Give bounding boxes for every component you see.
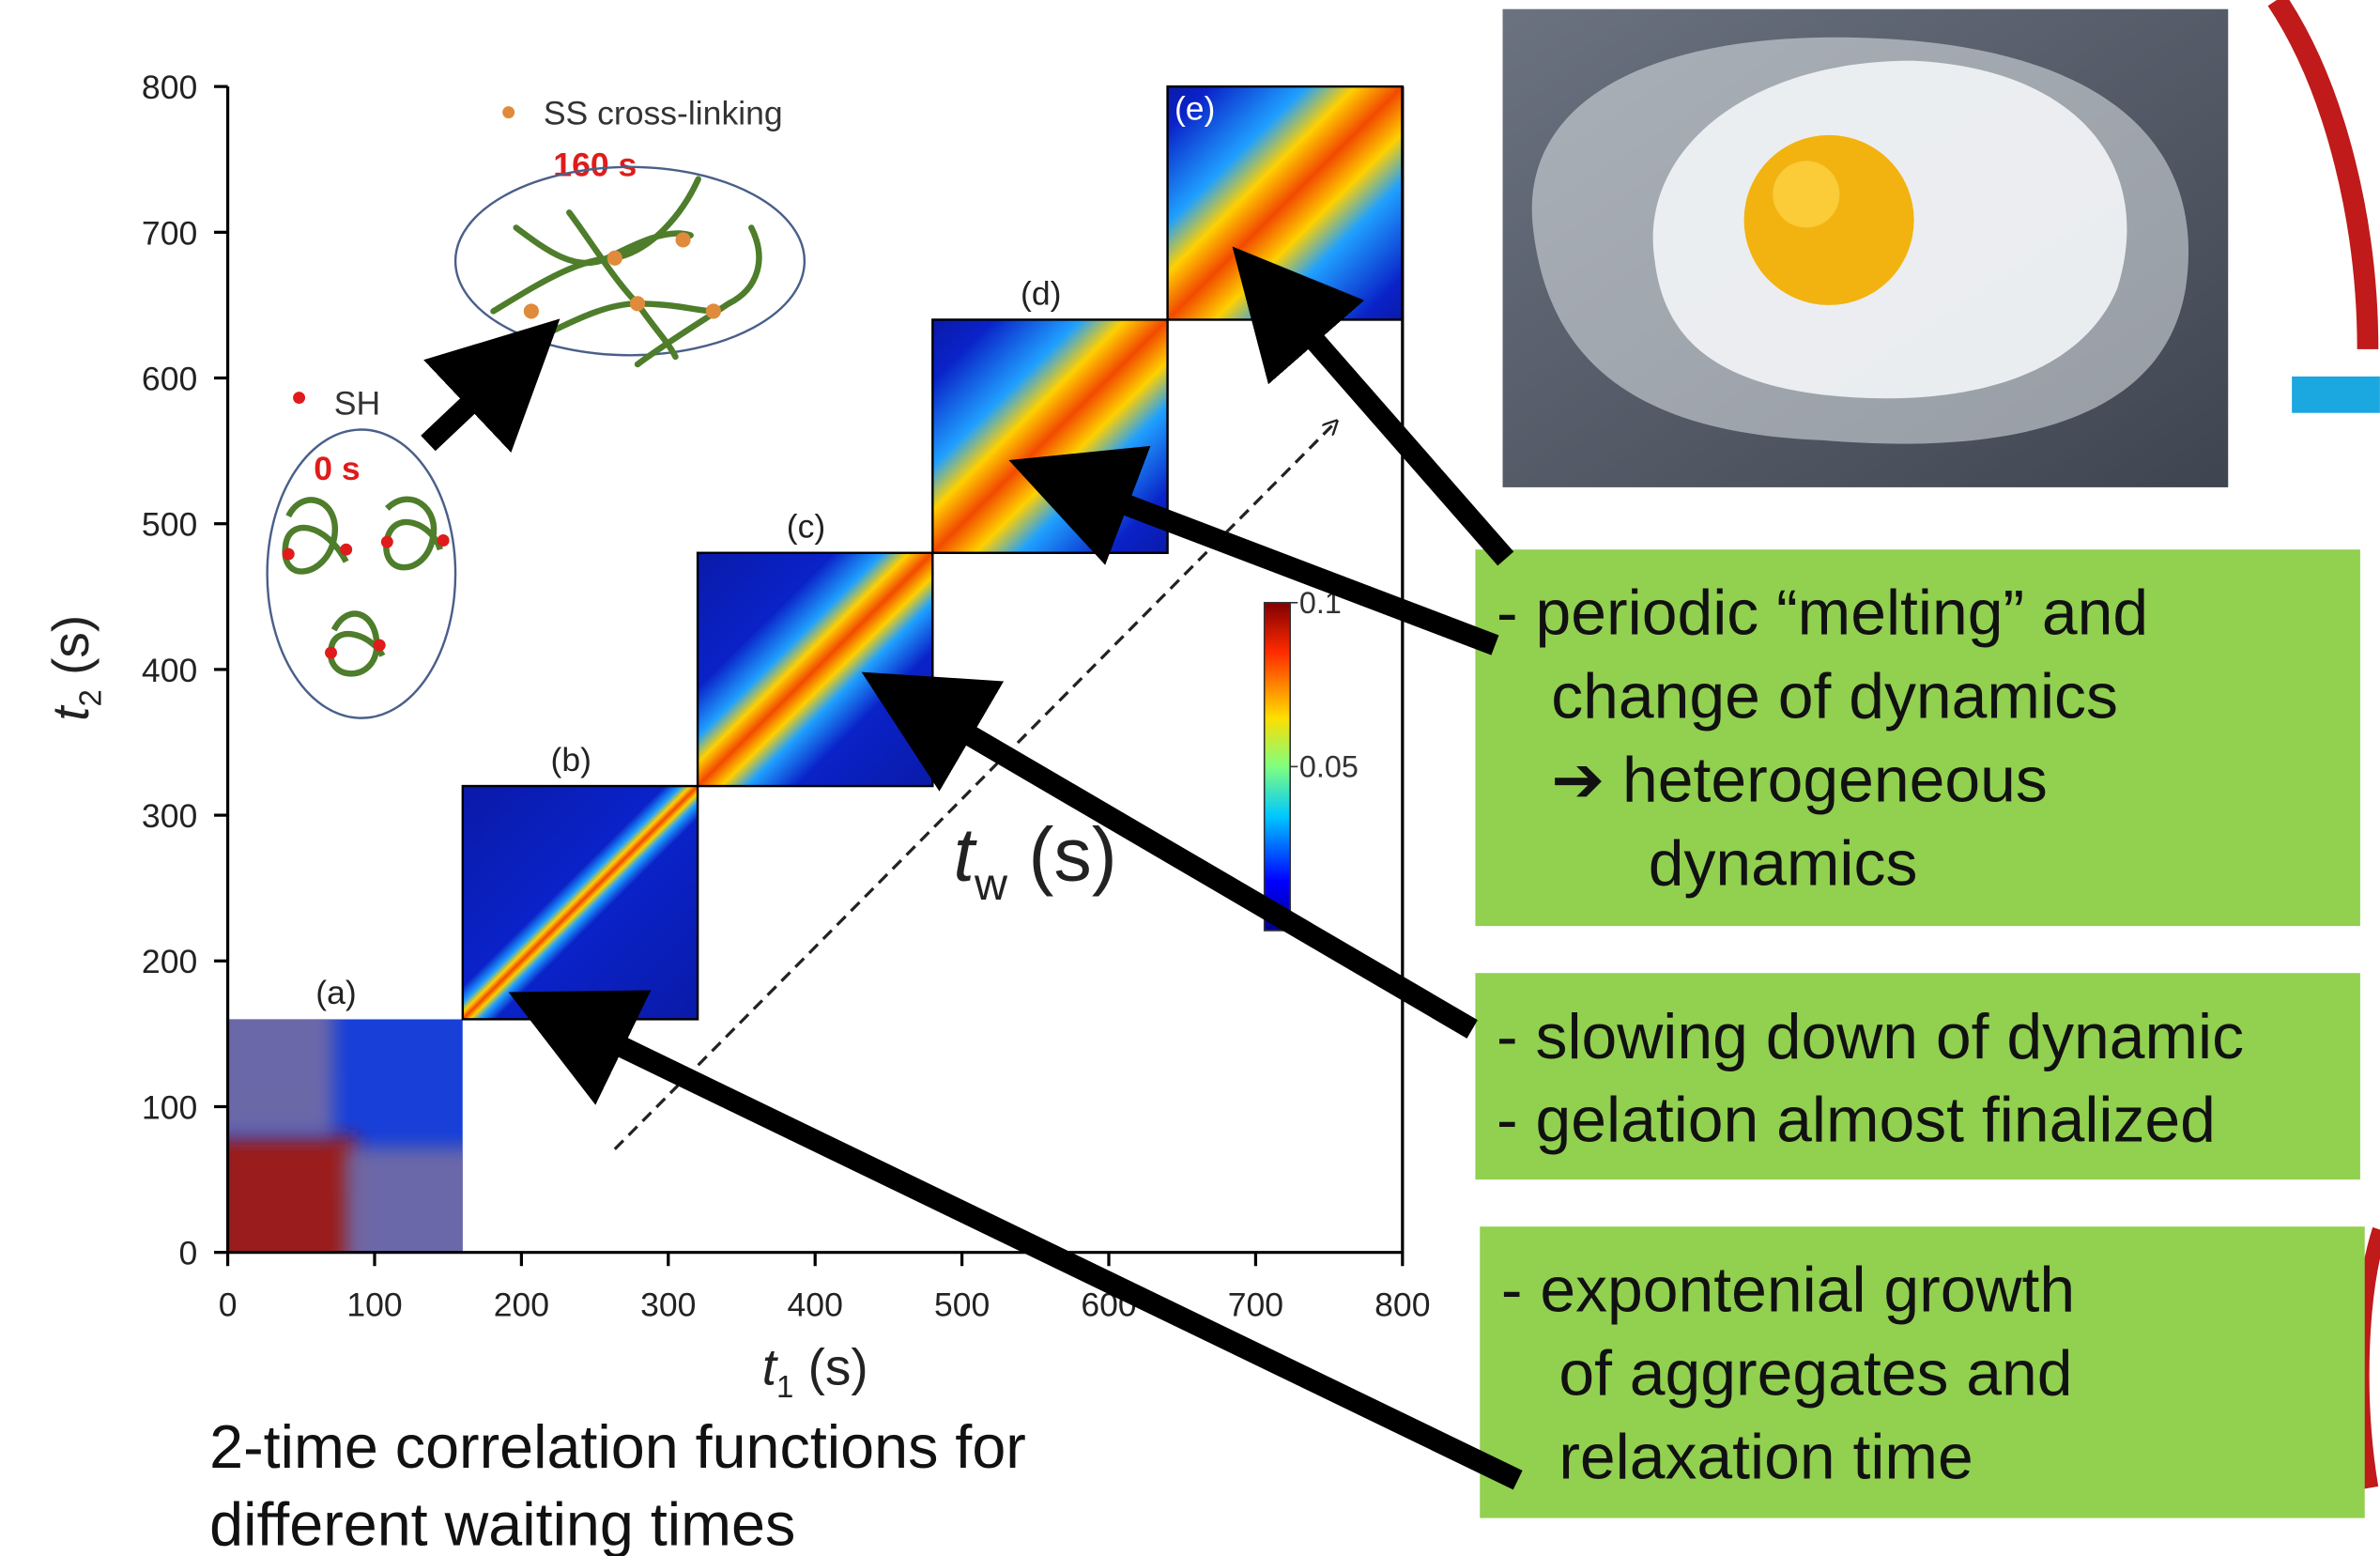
y-tick-label: 300 xyxy=(142,797,197,835)
y-tick-label: 100 xyxy=(142,1088,197,1126)
label-unit: (s) xyxy=(808,1337,868,1395)
x-tick-label: 200 xyxy=(494,1286,549,1324)
panel-fast xyxy=(197,989,333,1135)
panel-label: (c) xyxy=(787,508,825,546)
y-tick-label: 800 xyxy=(142,69,197,106)
correlation-panel xyxy=(698,553,932,786)
inset-time: 160 s xyxy=(553,146,637,184)
label-space xyxy=(41,675,100,689)
inset-after: SS cross-linking 160 s xyxy=(455,95,805,364)
tw-label: tw (s) xyxy=(954,813,1117,910)
notes: - periodic “melting” and change of dynami… xyxy=(1475,549,2364,1517)
note-line: - gelation almost finalized xyxy=(1497,1086,2216,1156)
chart: (a) (b) (c) (d) (e) 0 100 200 300 400 500 600 700 800… xyxy=(41,69,1431,1404)
egg-photo xyxy=(1503,9,2229,487)
label-unit: (s) xyxy=(41,615,100,675)
label-subscript: 1 xyxy=(776,1369,793,1404)
correlation-panel xyxy=(197,989,493,1283)
x-tick-label: 500 xyxy=(934,1286,990,1324)
x-tick-label: 800 xyxy=(1374,1286,1430,1324)
note-line: of aggregates and xyxy=(1559,1339,2072,1410)
y-tick-label: 400 xyxy=(142,652,197,689)
x-tick-label: 0 xyxy=(219,1286,238,1324)
panel-label: (e) xyxy=(1175,90,1215,128)
correlation-panel xyxy=(463,786,698,1019)
label-subscript: 2 xyxy=(73,689,108,706)
colorbar-tick-label: 0.05 xyxy=(1299,750,1359,784)
note-line: change of dynamics xyxy=(1551,662,2118,732)
panel-fast xyxy=(345,1148,493,1283)
inset-legend: SH xyxy=(334,384,380,422)
label-space xyxy=(793,1337,807,1395)
x-axis-label: t1 (s) xyxy=(762,1337,868,1404)
y-tick-label: 500 xyxy=(142,506,197,544)
panel-fast xyxy=(197,1136,357,1283)
slide: SS cross-linking 160 s SH 0 s 2-time cor… xyxy=(0,0,2380,1556)
y-axis-label: t2 (s) xyxy=(41,615,108,721)
x-tick-label: 100 xyxy=(346,1286,402,1324)
note-line: ➔ heterogeneous xyxy=(1551,746,2048,816)
note-line: - periodic “melting” and xyxy=(1497,578,2148,649)
note-line: relaxation time xyxy=(1559,1423,1973,1493)
y-tick-label: 200 xyxy=(142,943,197,980)
x-tick-label: 400 xyxy=(788,1286,843,1324)
note-line: dynamics xyxy=(1649,828,1918,899)
label-space xyxy=(1007,813,1028,898)
inset-time: 0 s xyxy=(314,450,360,487)
colorbar xyxy=(1265,603,1290,931)
y-tick-label: 0 xyxy=(178,1235,197,1272)
label-subscript: w xyxy=(974,859,1008,910)
x-tick-label: 300 xyxy=(640,1286,696,1324)
x-tick-label: 700 xyxy=(1228,1286,1283,1324)
y-tick-label: 600 xyxy=(142,360,197,397)
inset-arrow xyxy=(428,392,483,443)
caption-line: 2-time correlation functions for xyxy=(209,1412,1026,1481)
note-line: - expontenial growth xyxy=(1501,1256,2075,1326)
note-line: - slowing down of dynamic xyxy=(1497,1002,2244,1072)
panel-label: (b) xyxy=(551,741,591,778)
panel-label: (d) xyxy=(1021,274,1061,312)
page: {"chart_data": {"type": "two-time-correl… xyxy=(0,0,2380,1556)
panel-label: (a) xyxy=(315,974,356,1011)
y-tick-label: 700 xyxy=(142,214,197,252)
inset-legend: SS cross-linking xyxy=(544,95,783,132)
caption-line: different waiting times xyxy=(209,1490,795,1556)
